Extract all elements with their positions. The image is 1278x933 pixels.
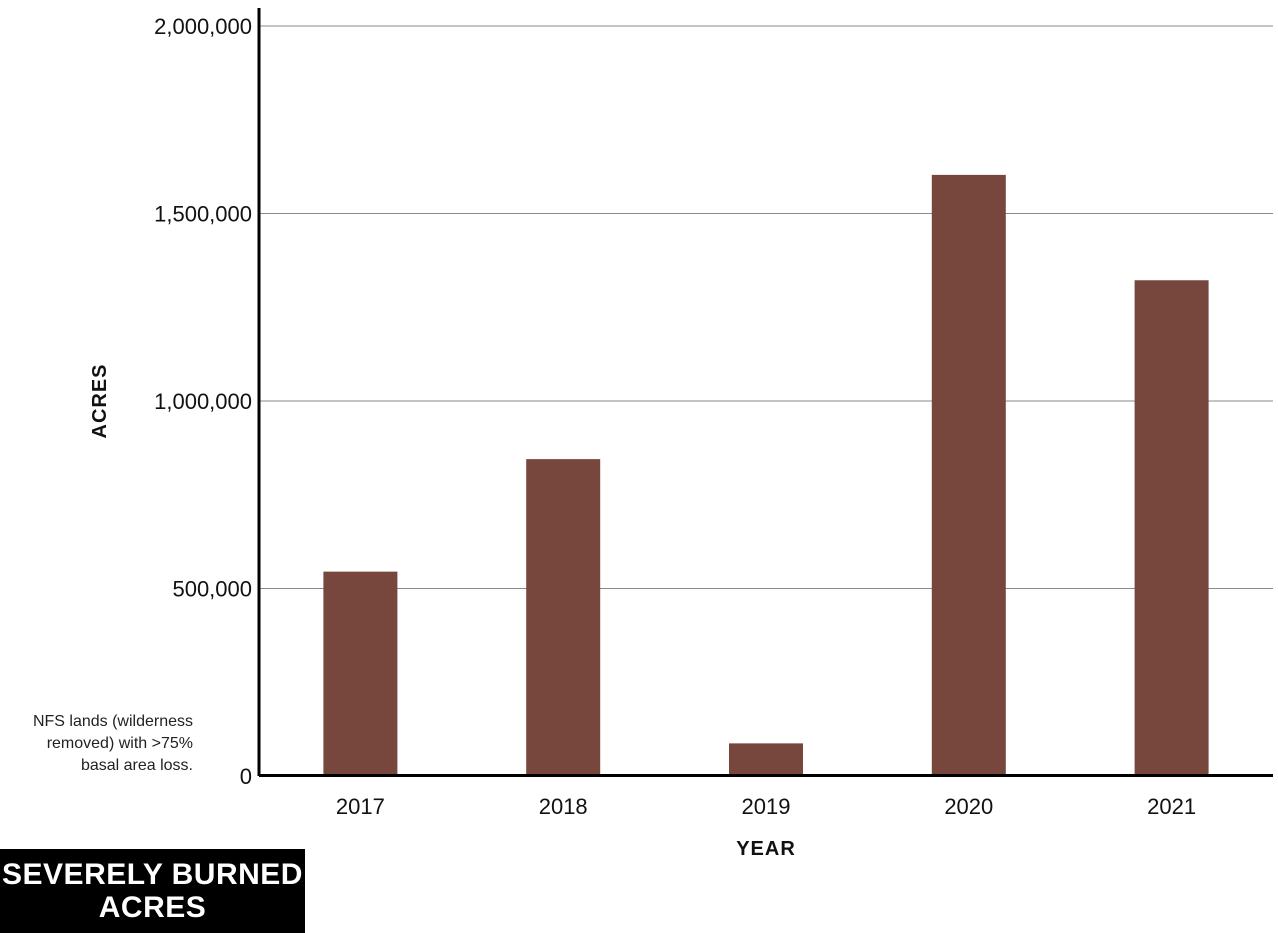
footnote-line: removed) with >75% [47, 735, 193, 752]
x-axis-title: YEAR [736, 838, 796, 860]
y-axis-title: ACRES [89, 363, 111, 438]
y-tick-label: 500,000 [172, 577, 252, 602]
footnote: NFS lands (wilderness removed) with >75% b… [33, 713, 193, 774]
footnote-line: basal area loss. [81, 757, 193, 774]
bar [931, 174, 1006, 776]
x-tick-labels: 2017 2018 2019 2020 2021 [336, 794, 1196, 819]
y-tick-labels: 0 500,000 1,000,000 1,500,000 2,000,000 [154, 14, 252, 789]
y-tick-label: 2,000,000 [154, 14, 252, 39]
x-tick-label: 2020 [944, 794, 993, 819]
y-tick-label: 1,500,000 [154, 202, 252, 227]
bars [323, 174, 1209, 776]
x-tick-label: 2017 [336, 794, 385, 819]
bar [526, 459, 601, 776]
gridlines [259, 25, 1273, 589]
bar [729, 743, 803, 776]
x-tick-label: 2018 [539, 794, 588, 819]
bar [1134, 280, 1209, 776]
footnote-line: NFS lands (wilderness [33, 713, 193, 730]
y-tick-label: 1,000,000 [154, 389, 252, 414]
y-tick-label: 0 [240, 764, 252, 789]
chart-title: SEVERELY BURNED ACRES [0, 849, 305, 933]
axes [257, 8, 1273, 777]
bar [323, 571, 398, 776]
x-tick-label: 2019 [742, 794, 791, 819]
x-tick-label: 2021 [1147, 794, 1196, 819]
